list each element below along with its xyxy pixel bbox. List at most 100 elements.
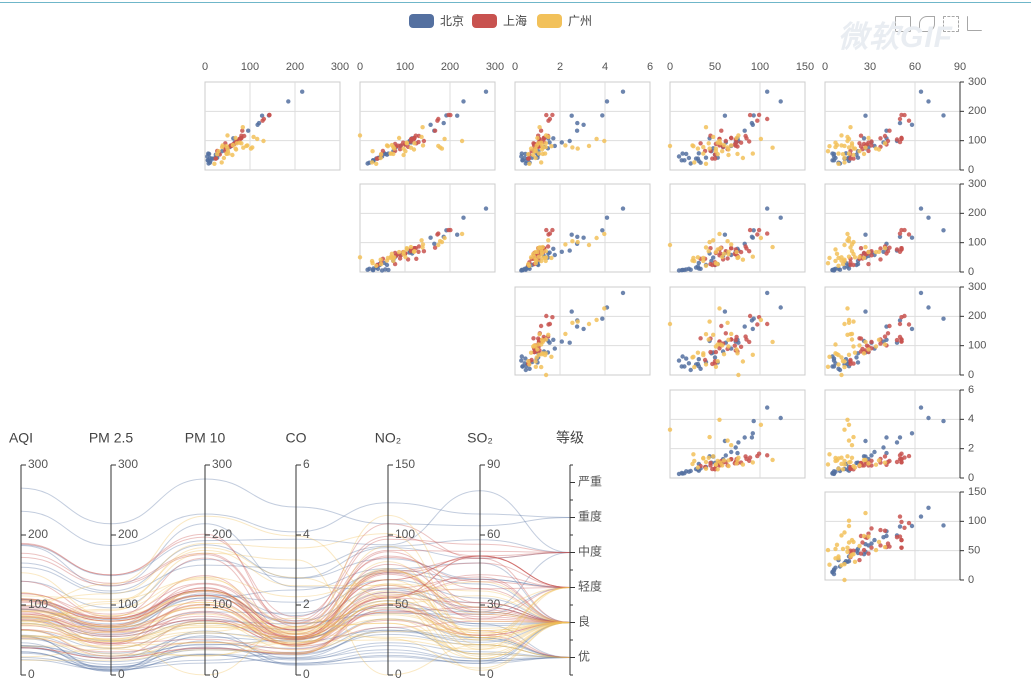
scatter-point-gz [827,144,832,149]
scatter-point-gz [758,235,764,241]
scatter-point-sh [887,245,892,250]
scatter-point-bj [941,113,946,118]
scatter-point-bj [696,266,701,271]
scatter-point-gz [726,344,731,349]
scatter-point-bj [519,154,524,159]
scatter-point-bj [729,449,734,455]
scatter-point-gz [715,247,720,252]
scatter-point-gz [539,337,545,342]
scatter-point-gz [420,125,425,130]
scatter-point-gz [439,146,445,151]
scatter-point-gz [825,462,831,467]
scatter-point-bj [863,438,868,444]
scatter-point-bj [551,136,556,141]
scatter-point-bj [765,405,770,410]
scatter-point-gz [876,337,882,342]
scatter-cell-aqi-pm25 [204,81,341,171]
scatter-point-gz [861,351,867,356]
scatter-point-bj [600,228,605,233]
scatter-point-gz [861,533,867,539]
scatter-point-sh [851,361,856,366]
scatter-point-sh [544,227,549,233]
scatter-point-bj [441,120,446,126]
scatter-point-bj [552,143,557,149]
scatter-point-gz [861,151,867,157]
scatter-point-sh [708,349,713,355]
scatter-point-gz [861,255,867,261]
scatter-point-gz [846,438,852,443]
scatter-point-sh [538,128,544,133]
scatter-point-gz [736,255,741,260]
scatter-point-bj [897,120,903,126]
scatter-point-gz [370,149,375,154]
scatter-point-bj [909,431,915,436]
scatter-point-sh [550,112,555,118]
scatter-point-bj [765,290,770,296]
scatter-point-gz [388,151,393,156]
scatter-point-gz [586,143,592,149]
scatter-point-bj [574,128,580,133]
x-tick-label-pm10: 0 [357,61,363,73]
legend-item-beijing[interactable]: 北京 [409,12,464,29]
legend-item-guangzhou[interactable]: 广州 [537,12,592,29]
scatter-point-gz [740,155,746,161]
brush-polygon-icon[interactable] [919,16,935,32]
y-tick-label-pm10: 300 [968,281,986,293]
scatter-point-gz [233,146,238,151]
brush-rect-icon[interactable] [895,16,911,32]
scatter-point-bj [909,326,915,332]
scatter-point-sh [861,547,867,553]
scatter-point-sh [261,116,267,122]
scatter-point-gz [543,255,549,260]
legend-item-shanghai[interactable]: 上海 [472,12,527,29]
parallel-tick-label: 0 [28,667,35,681]
scatter-point-gz [703,466,709,471]
scatter-point-gz [836,466,841,471]
scatter-point-bj [881,535,886,540]
scatter-point-bj [259,113,265,118]
scatter-point-bj [483,206,489,211]
scatter-point-sh [878,527,883,533]
scatter-point-sh [884,251,889,256]
scatter-point-bj [600,113,605,118]
scatter-point-sh [401,140,406,145]
scatter-point-bj [208,158,213,164]
scatter-point-sh [550,227,555,233]
brush-clear-icon[interactable] [967,16,982,31]
scatter-point-sh [897,453,903,458]
scatter-point-gz [690,461,695,467]
brush-keep-icon[interactable] [943,16,959,32]
scatter-point-gz [713,364,719,369]
scatter-point-bj [688,367,693,373]
watermark: 微软GIF [838,21,953,54]
scatter-point-gz [542,151,548,156]
scatter-point-gz [866,534,871,539]
legend-label-beijing: 北京 [440,14,465,28]
scatter-point-bj [765,206,770,211]
scatter-point-sh [380,148,386,154]
category-tick-label: 重度 [578,509,602,524]
scatter-point-bj [567,248,572,253]
scatter-point-sh [756,227,762,233]
scatter-point-sh [765,321,770,327]
scatter-point-bj [559,339,564,344]
scatter-point-bj [831,471,837,477]
parallel-tick-label: 90 [487,457,501,471]
scatter-point-bj [519,358,524,363]
scatter-point-bj [455,232,460,237]
scatter-point-bj [918,514,924,519]
scatter-point-gz [602,231,607,237]
x-tick-label-pm25: 200 [286,61,304,73]
scatter-cell-frame [359,81,496,171]
scatter-point-gz [842,427,847,432]
scatter-point-gz [736,133,741,138]
scatter-point-bj [676,268,682,273]
scatter-point-gz [848,554,853,559]
x-tick-label-co: 0 [512,61,518,73]
scatter-point-gz [873,344,879,349]
scatter-point-gz [420,245,425,250]
scatter-point-bj [909,235,915,240]
scatter-point-bj [837,267,843,272]
scatter-point-bj [869,541,874,546]
scatter-point-gz [420,143,426,148]
